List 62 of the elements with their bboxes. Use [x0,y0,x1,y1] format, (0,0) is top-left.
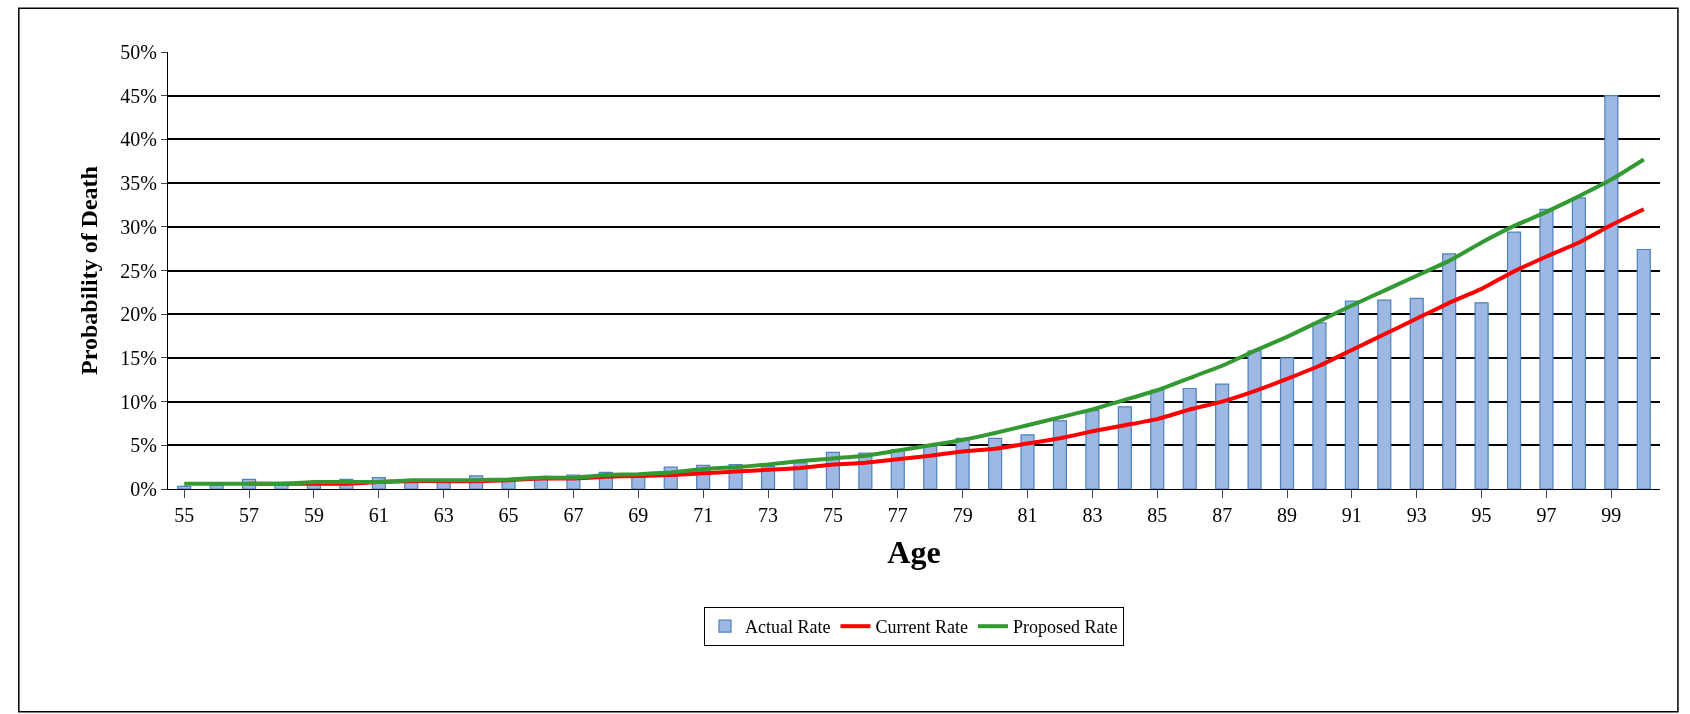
x-tick-label: 71 [693,504,714,526]
x-tick-label: 57 [239,504,260,526]
bar [1571,197,1586,489]
x-tick-label: 63 [433,504,454,526]
bar [1150,389,1165,489]
y-tick-label: 50% [120,41,157,63]
bar [1117,406,1132,489]
bar [1636,248,1651,489]
bar [1279,357,1295,489]
x-tick-label: 75 [822,504,843,526]
bar [1539,208,1554,489]
x-tick-label: 73 [758,504,779,526]
legend-label: Actual Rate [745,617,831,638]
x-tick-label: 61 [368,504,389,526]
y-tick-label: 35% [120,172,157,195]
bar [1377,299,1392,489]
x-tick-label: 79 [952,504,973,526]
x-tick-label: 83 [1082,504,1103,526]
x-tick-label: 55 [174,504,195,526]
bar [1247,350,1262,489]
bar [177,485,192,489]
y-tick-label: 5% [130,434,157,457]
x-tick-label: 97 [1536,504,1557,526]
bar [1604,95,1619,489]
x-tick-label: 85 [1147,504,1168,526]
x-tick-label: 95 [1471,504,1492,526]
x-tick-label: 69 [628,504,649,526]
y-tick-label: 40% [120,128,157,151]
y-tick-label: 25% [120,259,157,282]
y-tick-label: 45% [120,84,157,107]
x-tick-label: 65 [498,504,519,526]
x-tick-label: 93 [1406,504,1427,526]
bar [1215,383,1230,489]
bar [1344,300,1359,489]
x-axis-title: Age [887,533,941,570]
legend-label: Current Rate [875,617,968,638]
y-tick-label: 20% [120,303,157,326]
bar [988,437,1003,489]
bar [1474,302,1489,489]
y-tick-label: 15% [120,346,157,369]
line-series [182,157,1646,486]
bar [1020,434,1035,489]
y-axis-title: Probability of Death [76,166,103,375]
bar [1182,387,1197,489]
bar [1052,420,1068,489]
y-tick-label: 10% [120,390,157,413]
x-tick-label: 99 [1601,504,1622,526]
x-tick-label: 59 [303,504,324,526]
x-tick-label: 81 [1017,504,1038,526]
bar [1085,409,1100,489]
x-tick-label: 89 [1277,504,1297,526]
bar [1409,297,1424,489]
bar [1506,231,1522,489]
legend-label: Proposed Rate [1012,617,1118,638]
x-tick-label: 91 [1341,504,1362,526]
x-tick-label: 67 [563,504,584,526]
x-tick-label: 87 [1212,504,1233,526]
y-tick-label: 30% [120,215,157,238]
bar [1442,253,1457,489]
y-tick-label: 0% [130,478,157,500]
bar [1312,322,1327,489]
x-tick-label: 77 [887,504,908,526]
